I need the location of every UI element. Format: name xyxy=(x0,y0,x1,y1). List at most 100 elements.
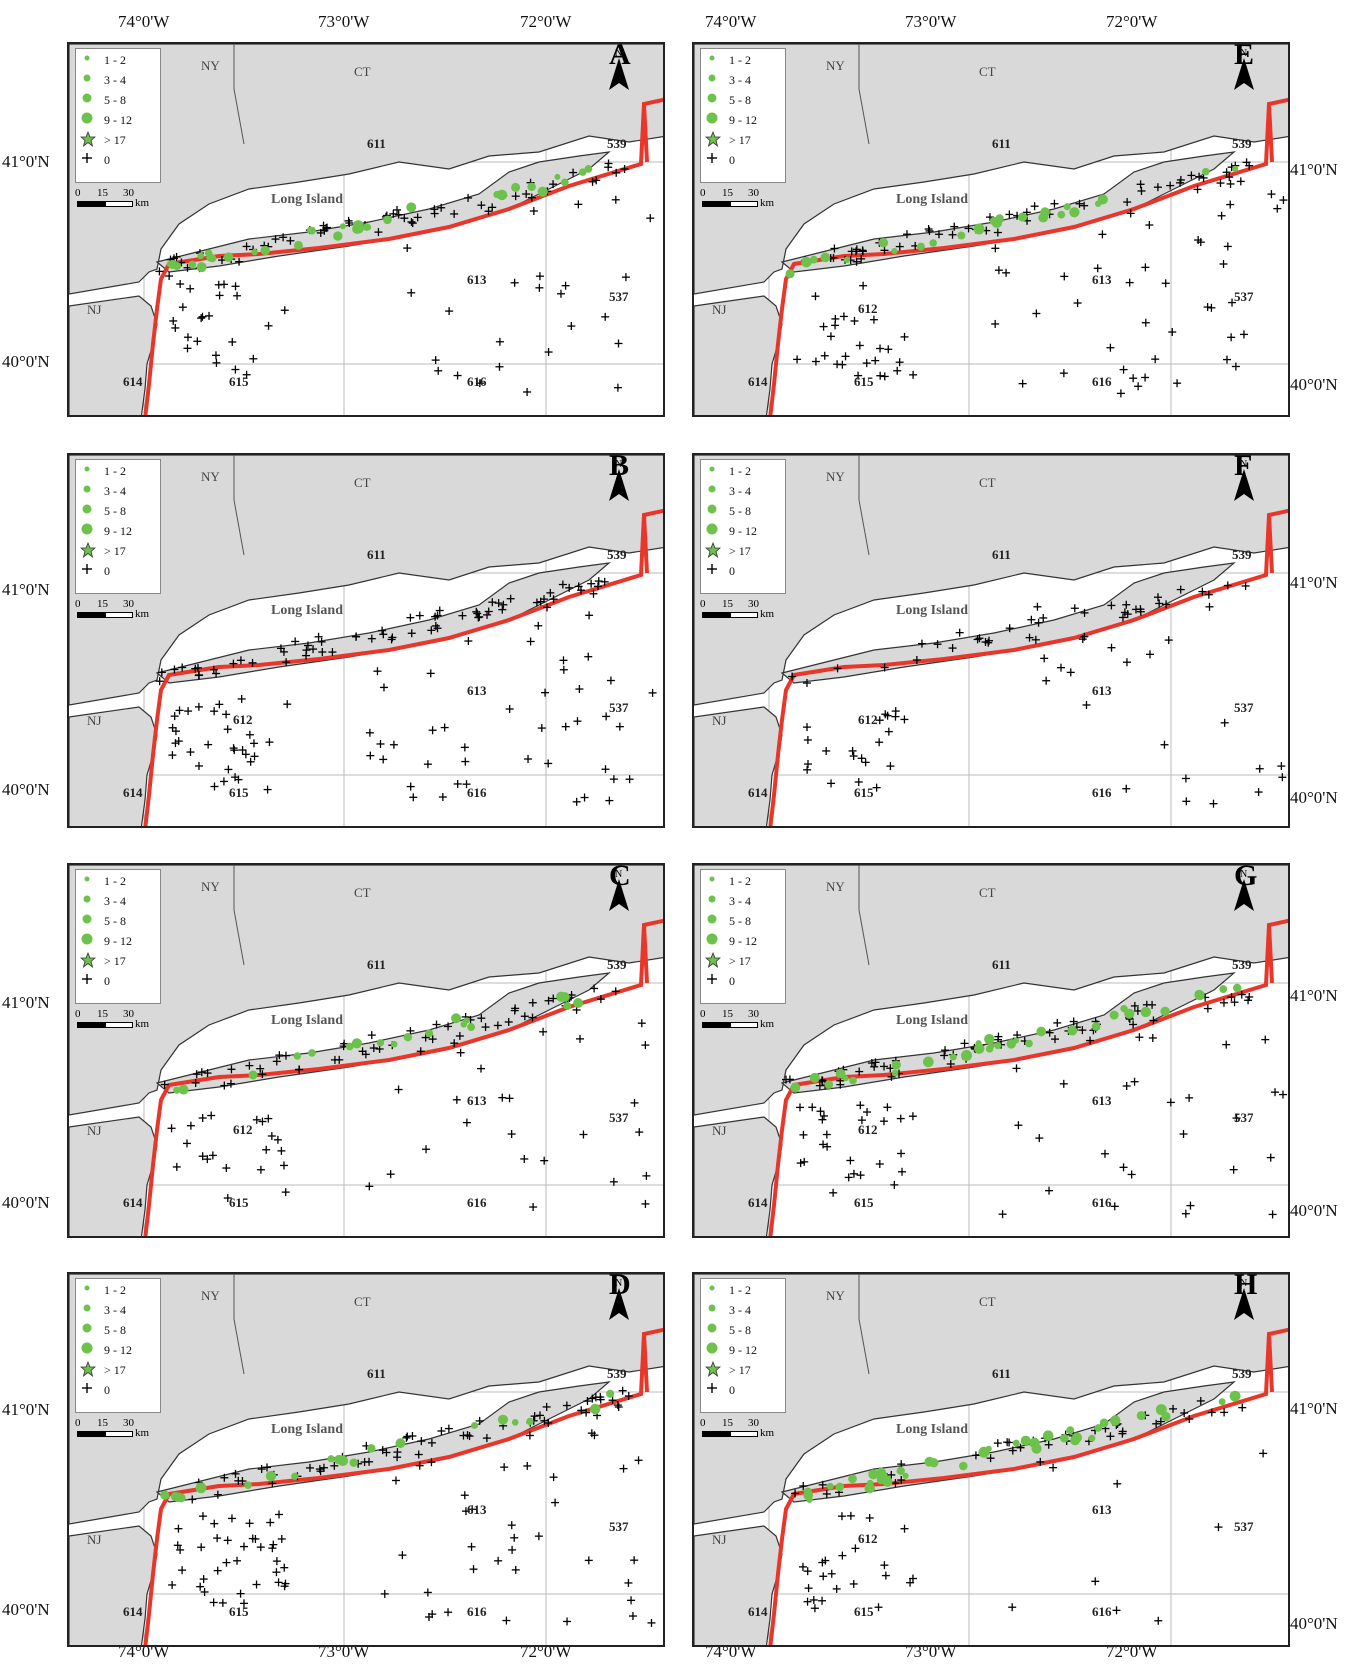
tow-marker xyxy=(1136,607,1145,616)
tow-marker xyxy=(256,1165,265,1174)
tow-marker xyxy=(268,1544,277,1553)
legend-item: 0 xyxy=(705,972,735,990)
tow-marker xyxy=(604,159,613,168)
star-icon xyxy=(705,542,721,558)
tow-marker xyxy=(477,201,486,210)
catch-marker xyxy=(166,260,174,268)
catch-marker xyxy=(526,1417,534,1426)
tow-marker xyxy=(795,1103,804,1112)
legend-item: 0 xyxy=(80,151,110,169)
dot-icon xyxy=(81,933,93,945)
top-lon-label: 73°0'W xyxy=(905,12,957,31)
tow-marker xyxy=(886,762,895,771)
dot-icon xyxy=(82,93,92,103)
tow-marker xyxy=(1119,1163,1128,1172)
scale-tick: 15 xyxy=(97,1417,108,1429)
tow-marker xyxy=(798,1562,807,1571)
tow-marker xyxy=(215,291,224,300)
tow-marker xyxy=(994,266,1003,275)
tow-marker xyxy=(258,1070,267,1079)
tow-marker xyxy=(1129,374,1138,383)
tow-marker xyxy=(596,1395,605,1404)
catch-marker xyxy=(1017,212,1028,222)
label-ct: CT xyxy=(354,475,371,490)
tow-marker xyxy=(286,236,295,245)
catch-marker xyxy=(1218,1398,1226,1406)
tow-marker xyxy=(837,1512,846,1521)
tow-marker xyxy=(231,773,240,782)
label-ct: CT xyxy=(354,64,371,79)
tow-marker xyxy=(413,213,422,222)
tow-marker xyxy=(437,203,446,212)
tow-marker xyxy=(388,633,397,642)
scale-tick: 0 xyxy=(75,187,81,199)
tow-marker xyxy=(829,1188,838,1197)
left-lat-label: 40°0'N xyxy=(2,352,50,371)
legend-item: > 17 xyxy=(80,1361,126,1379)
tow-marker xyxy=(345,218,354,227)
tow-marker xyxy=(542,1402,551,1411)
dot-icon xyxy=(708,895,716,903)
catch-marker xyxy=(327,1455,335,1463)
tow-marker xyxy=(1118,613,1127,622)
tow-marker xyxy=(1219,259,1228,268)
tow-marker xyxy=(874,1603,883,1612)
legend-label: 1 - 2 xyxy=(104,463,126,478)
tow-marker xyxy=(891,1479,900,1488)
tow-marker xyxy=(264,1114,273,1123)
tow-marker xyxy=(207,1111,216,1120)
tow-marker xyxy=(367,1031,376,1040)
tow-marker xyxy=(406,1026,415,1035)
tow-marker xyxy=(1031,635,1040,644)
tow-marker xyxy=(1118,1429,1127,1438)
label-area-537: 537 xyxy=(609,289,629,304)
tow-marker xyxy=(191,1078,200,1087)
star-icon xyxy=(80,952,96,968)
tow-marker xyxy=(488,598,497,607)
label-area-612: 612 xyxy=(858,1122,878,1137)
tow-marker xyxy=(861,758,870,767)
catch-marker xyxy=(563,1002,572,1010)
tow-marker xyxy=(816,1107,825,1116)
tow-marker xyxy=(237,694,246,703)
label-area-616: 616 xyxy=(467,1604,487,1619)
tow-marker xyxy=(1156,1417,1165,1426)
catch-marker xyxy=(1012,1037,1020,1044)
tow-marker xyxy=(608,1396,617,1405)
tow-marker xyxy=(883,1103,892,1112)
tow-marker xyxy=(171,727,180,736)
left-lat-label: 40°0'N xyxy=(2,1600,50,1619)
tow-marker xyxy=(1025,633,1034,642)
catch-marker xyxy=(463,1017,470,1024)
tow-marker xyxy=(1245,992,1254,1001)
tow-marker xyxy=(386,1170,395,1179)
tow-marker xyxy=(344,216,353,225)
tow-marker xyxy=(1045,1028,1054,1037)
label-area-613: 613 xyxy=(1092,272,1112,287)
tow-marker xyxy=(818,1076,827,1085)
label-area-613: 613 xyxy=(1092,1502,1112,1517)
catch-marker xyxy=(1067,1025,1078,1036)
tow-marker xyxy=(1160,740,1169,749)
catch-marker xyxy=(868,1469,879,1480)
tow-marker xyxy=(423,760,432,769)
tow-marker xyxy=(605,796,614,805)
tow-marker xyxy=(416,1047,425,1056)
tow-marker xyxy=(219,777,228,786)
catch-marker xyxy=(578,168,587,176)
tow-marker xyxy=(934,230,943,239)
dot-icon xyxy=(83,1304,91,1312)
tow-marker xyxy=(615,722,624,731)
tow-marker xyxy=(830,244,839,253)
catch-marker xyxy=(1066,1426,1075,1435)
catch-marker xyxy=(527,182,536,192)
legend-item: 5 - 8 xyxy=(705,91,751,109)
dot-icon xyxy=(709,55,715,61)
legend-item: 3 - 4 xyxy=(705,482,751,500)
tow-marker xyxy=(839,312,848,321)
tow-marker xyxy=(183,344,192,353)
catch-marker xyxy=(1088,1434,1096,1442)
dot-icon xyxy=(707,504,717,514)
label-area-612: 612 xyxy=(858,1531,878,1546)
tow-marker xyxy=(1207,303,1216,312)
